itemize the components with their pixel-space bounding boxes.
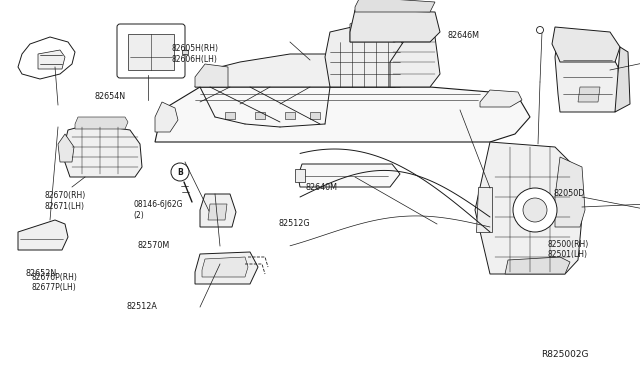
Circle shape bbox=[171, 163, 189, 181]
Polygon shape bbox=[480, 90, 522, 107]
Polygon shape bbox=[285, 112, 295, 119]
Polygon shape bbox=[195, 252, 258, 284]
Polygon shape bbox=[255, 112, 265, 119]
Text: 82652N: 82652N bbox=[26, 269, 57, 278]
Text: 82512G: 82512G bbox=[278, 219, 310, 228]
Polygon shape bbox=[298, 164, 400, 187]
Polygon shape bbox=[58, 134, 74, 162]
Polygon shape bbox=[476, 187, 492, 232]
Text: 08146-6J62G
(2): 08146-6J62G (2) bbox=[133, 201, 182, 220]
Circle shape bbox=[536, 26, 543, 33]
Polygon shape bbox=[155, 87, 530, 142]
Polygon shape bbox=[225, 112, 235, 119]
Text: 82500(RH)
82501(LH): 82500(RH) 82501(LH) bbox=[547, 240, 588, 259]
Polygon shape bbox=[38, 50, 65, 69]
Polygon shape bbox=[390, 32, 440, 87]
Text: 82512A: 82512A bbox=[126, 302, 157, 311]
Polygon shape bbox=[615, 47, 630, 112]
Polygon shape bbox=[195, 64, 228, 87]
Text: R825002G: R825002G bbox=[541, 350, 588, 359]
Polygon shape bbox=[75, 117, 128, 129]
Polygon shape bbox=[182, 50, 188, 54]
Polygon shape bbox=[310, 112, 320, 119]
Text: 82570M: 82570M bbox=[138, 241, 170, 250]
Text: B: B bbox=[177, 167, 183, 176]
Polygon shape bbox=[505, 257, 570, 274]
Polygon shape bbox=[155, 102, 178, 132]
Text: 82050D: 82050D bbox=[554, 189, 585, 198]
Circle shape bbox=[513, 188, 557, 232]
Text: 82646M: 82646M bbox=[448, 31, 480, 40]
Polygon shape bbox=[475, 142, 582, 274]
Text: 82640M: 82640M bbox=[306, 183, 338, 192]
Text: 82676P(RH)
82677P(LH): 82676P(RH) 82677P(LH) bbox=[32, 273, 78, 292]
Polygon shape bbox=[350, 17, 400, 42]
FancyBboxPatch shape bbox=[117, 24, 185, 78]
Polygon shape bbox=[325, 24, 410, 87]
Polygon shape bbox=[202, 257, 248, 277]
Text: 82654N: 82654N bbox=[95, 92, 126, 101]
Polygon shape bbox=[355, 0, 435, 12]
Circle shape bbox=[523, 198, 547, 222]
Text: 82605H(RH)
82606H(LH): 82605H(RH) 82606H(LH) bbox=[172, 44, 218, 64]
Polygon shape bbox=[552, 27, 620, 62]
Text: 82670(RH)
82671(LH): 82670(RH) 82671(LH) bbox=[45, 191, 86, 211]
Polygon shape bbox=[578, 87, 600, 102]
Polygon shape bbox=[200, 194, 236, 227]
Polygon shape bbox=[62, 124, 142, 177]
Polygon shape bbox=[18, 220, 68, 250]
Polygon shape bbox=[295, 169, 305, 182]
Polygon shape bbox=[350, 10, 440, 42]
Polygon shape bbox=[128, 34, 174, 70]
Polygon shape bbox=[555, 37, 620, 112]
Polygon shape bbox=[195, 54, 410, 87]
Polygon shape bbox=[18, 37, 75, 79]
Polygon shape bbox=[555, 157, 585, 227]
Polygon shape bbox=[208, 204, 227, 220]
